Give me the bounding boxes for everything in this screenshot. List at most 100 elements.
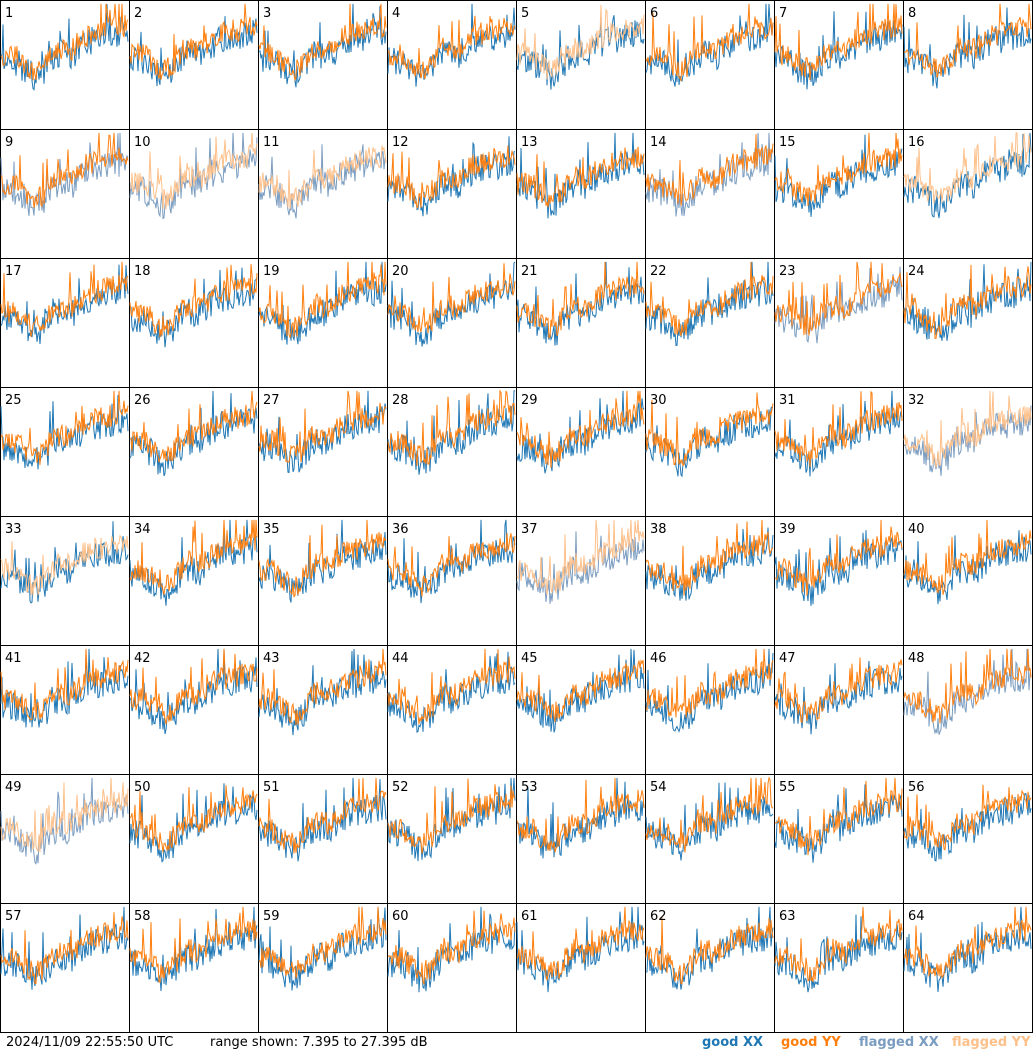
series-yy-antenna-43	[258, 648, 387, 726]
series-yy-antenna-62	[645, 917, 774, 985]
series-yy-antenna-36	[387, 532, 516, 597]
panel-label-16: 16	[908, 135, 925, 150]
panel-label-18: 18	[134, 264, 151, 279]
panel-label-52: 52	[392, 780, 409, 795]
panel-label-34: 34	[134, 522, 151, 537]
panel-frame	[0, 258, 130, 388]
series-xx-antenna-50	[129, 783, 258, 863]
panel-label-51: 51	[263, 780, 280, 795]
series-yy-antenna-35	[258, 519, 387, 598]
panel-label-4: 4	[392, 6, 400, 21]
series-xx-antenna-56	[903, 793, 1032, 862]
series-yy-antenna-46	[645, 648, 774, 718]
panel-frame	[903, 516, 1033, 646]
panel-label-46: 46	[650, 651, 667, 666]
panel-label-17: 17	[5, 264, 22, 279]
panel-label-45: 45	[521, 651, 538, 666]
series-yy-antenna-47	[774, 657, 903, 724]
panel-label-33: 33	[5, 522, 22, 537]
panel-label-21: 21	[521, 264, 538, 279]
antenna-panel-35: 35	[258, 516, 388, 646]
series-xx-antenna-27	[258, 390, 387, 474]
series-yy-antenna-55	[774, 777, 903, 856]
panel-label-57: 57	[5, 909, 22, 924]
antenna-panel-60: 60	[387, 903, 517, 1033]
panel-frame	[903, 774, 1033, 904]
antenna-panel-31: 31	[774, 387, 904, 517]
panel-label-24: 24	[908, 264, 925, 279]
antenna-panel-20: 20	[387, 258, 517, 388]
series-yy-antenna-58	[129, 906, 258, 984]
series-xx-antenna-39	[774, 530, 903, 606]
range-text: range shown: 7.395 to 27.395 dB	[210, 1035, 428, 1050]
panel-label-36: 36	[392, 522, 409, 537]
panel-label-44: 44	[392, 651, 409, 666]
panel-label-25: 25	[5, 393, 22, 408]
series-yy-antenna-40	[903, 519, 1032, 595]
series-xx-antenna-28	[387, 390, 515, 475]
series-yy-antenna-39	[774, 519, 903, 596]
series-yy-antenna-18	[129, 264, 258, 338]
series-xx-antenna-58	[129, 906, 258, 992]
series-xx-antenna-63	[774, 914, 903, 993]
series-xx-antenna-62	[646, 906, 774, 990]
series-yy-antenna-49	[0, 777, 129, 853]
antenna-panel-4: 4	[387, 0, 517, 130]
antenna-panel-24: 24	[903, 258, 1033, 388]
series-yy-antenna-44	[387, 648, 516, 724]
series-yy-antenna-32	[903, 390, 1032, 468]
panel-label-8: 8	[908, 6, 916, 21]
panel-label-7: 7	[779, 6, 787, 21]
panel-label-22: 22	[650, 264, 667, 279]
antenna-panel-63: 63	[774, 903, 904, 1033]
panel-label-62: 62	[650, 909, 667, 924]
antenna-panel-64: 64	[903, 903, 1033, 1033]
series-yy-antenna-52	[387, 778, 516, 854]
series-yy-antenna-22	[645, 261, 774, 337]
series-xx-antenna-16	[903, 132, 1032, 219]
series-yy-antenna-45	[516, 659, 645, 723]
antenna-panel-17: 17	[0, 258, 130, 388]
series-yy-antenna-11	[258, 145, 387, 209]
series-yy-antenna-8	[903, 3, 1032, 78]
antenna-panel-43: 43	[258, 645, 388, 775]
panel-label-35: 35	[263, 522, 280, 537]
legend-good-yy: good YY	[781, 1035, 841, 1050]
series-xx-antenna-21	[516, 261, 645, 346]
panel-frame	[774, 645, 904, 775]
panel-frame	[645, 516, 775, 646]
antenna-panel-2: 2	[129, 0, 259, 130]
antenna-panel-19: 19	[258, 258, 388, 388]
panel-label-50: 50	[134, 780, 151, 795]
antenna-panel-25: 25	[0, 387, 130, 517]
panel-label-10: 10	[134, 135, 151, 150]
panel-frame	[0, 774, 130, 904]
series-yy-antenna-50	[129, 785, 258, 853]
series-xx-antenna-9	[0, 132, 129, 216]
series-xx-antenna-33	[0, 521, 129, 604]
antenna-panel-58: 58	[129, 903, 259, 1033]
panel-label-13: 13	[521, 135, 538, 150]
series-yy-antenna-57	[0, 912, 129, 984]
antenna-panel-15: 15	[774, 129, 904, 259]
series-xx-antenna-11	[258, 144, 387, 219]
panel-label-54: 54	[650, 780, 667, 795]
antenna-panel-5: 5	[516, 0, 646, 130]
antenna-panel-55: 55	[774, 774, 904, 904]
antenna-panel-56: 56	[903, 774, 1033, 904]
antenna-panel-28: 28	[387, 387, 517, 517]
panel-frame	[0, 129, 130, 259]
panel-label-1: 1	[5, 6, 13, 21]
antenna-panel-54: 54	[645, 774, 775, 904]
series-yy-antenna-60	[387, 910, 516, 986]
antenna-panel-45: 45	[516, 645, 646, 775]
panel-label-48: 48	[908, 651, 925, 666]
series-xx-antenna-18	[129, 267, 258, 348]
panel-label-30: 30	[650, 393, 667, 408]
panel-label-41: 41	[5, 651, 22, 666]
panel-label-56: 56	[908, 780, 925, 795]
antenna-panel-61: 61	[516, 903, 646, 1033]
panel-label-55: 55	[779, 780, 796, 795]
series-yy-antenna-33	[0, 534, 129, 597]
antenna-panel-6: 6	[645, 0, 775, 130]
